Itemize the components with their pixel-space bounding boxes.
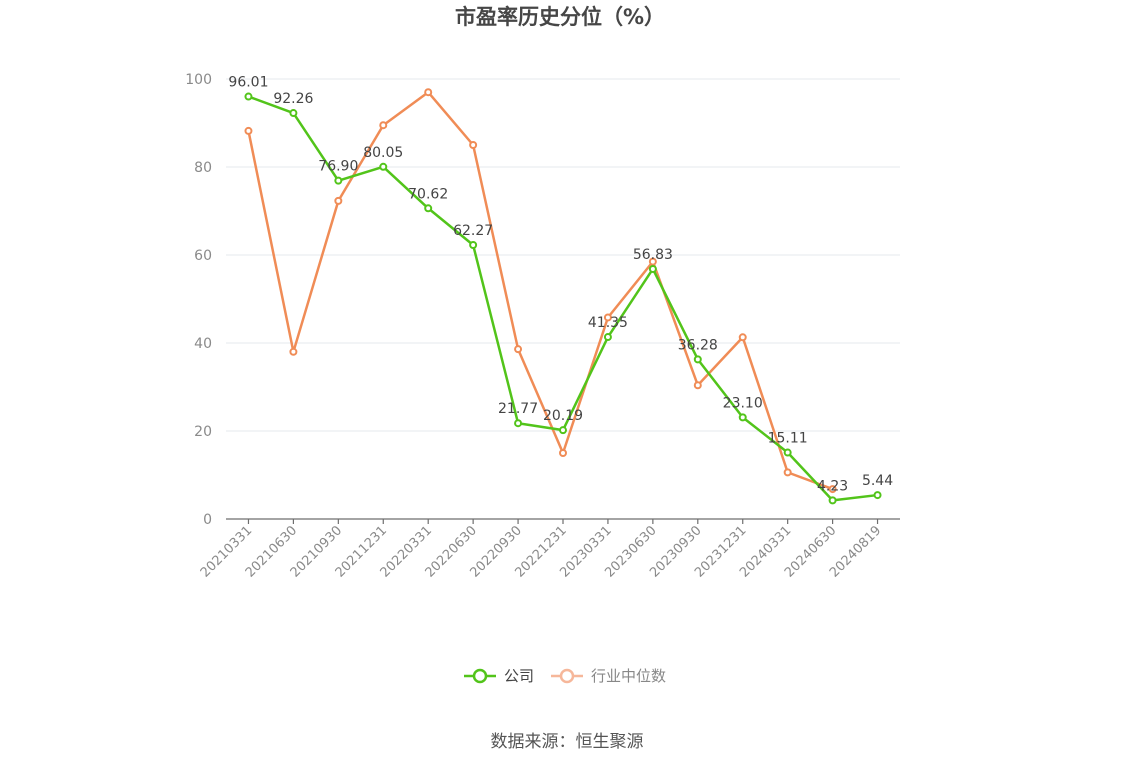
legend[interactable]: 公司 行业中位数 [464,667,666,685]
data-point[interactable] [424,88,433,97]
data-label: 4.23 [817,478,848,494]
data-point[interactable] [244,126,253,135]
data-label: 92.26 [273,91,313,107]
data-label: 70.62 [408,186,448,202]
data-point[interactable] [334,196,343,205]
y-axis: 0 20 40 60 80 100 [185,72,212,528]
data-label: 20.19 [543,408,583,424]
y-tick-label: 80 [194,160,212,176]
data-point[interactable] [559,426,567,435]
data-label: 23.10 [723,395,763,411]
x-axis: 2021033120210630202109302021123120220331… [198,518,900,581]
data-point[interactable] [469,241,478,250]
chart-title: 市盈率历史分位（%） [455,5,665,29]
data-point[interactable] [783,448,792,457]
legend-label-company: 公司 [504,667,534,685]
data-label: 56.83 [633,247,673,263]
data-label: 62.27 [453,223,493,239]
data-label: 5.44 [862,473,893,489]
data-label: 76.90 [318,159,358,175]
data-point[interactable] [244,92,253,101]
data-point[interactable] [514,419,523,428]
y-tick-label: 60 [194,248,212,264]
data-point[interactable] [828,485,837,494]
y-tick-label: 0 [203,512,212,528]
legend-item-company[interactable]: 公司 [464,667,534,685]
data-point[interactable] [289,347,298,356]
legend-label-industry-median: 行业中位数 [591,667,666,685]
data-label: 96.01 [228,75,268,91]
data-point[interactable] [738,333,747,342]
data-label: 15.11 [768,431,808,447]
data-point[interactable] [379,121,388,130]
series-line [247,90,834,491]
legend-item-industry-median[interactable]: 行业中位数 [551,667,666,685]
data-point[interactable] [334,176,343,185]
y-tick-label: 40 [194,336,212,352]
data-point[interactable] [828,496,837,505]
data-point[interactable] [514,345,523,354]
y-tick-label: 20 [194,424,212,440]
series-lines [244,88,882,505]
data-label: 80.05 [363,145,403,161]
data-point[interactable] [603,313,612,322]
legend-marker-industry-median [559,668,575,684]
data-point[interactable] [424,204,433,213]
series-company [244,92,882,505]
data-label: 21.77 [498,401,538,417]
data-point[interactable] [379,162,388,171]
data-source: 数据来源：恒生聚源 [491,732,644,752]
data-point[interactable] [693,381,702,390]
data-point[interactable] [603,333,612,342]
grid-lines [226,78,900,432]
data-label: 36.28 [678,337,718,353]
y-tick-label: 100 [185,72,212,88]
legend-marker-company [472,668,488,684]
data-label: 41.35 [588,315,628,331]
data-point[interactable] [873,491,882,500]
series-industry-median [244,88,837,494]
data-point[interactable] [559,449,567,457]
data-point[interactable] [648,257,657,266]
data-point[interactable] [289,109,298,118]
data-labels: 96.01 92.26 76.90 80.05 70.62 62.27 21.77 20.19… [228,75,893,495]
data-point[interactable] [783,468,792,477]
data-point[interactable] [738,413,747,422]
data-point[interactable] [469,141,478,149]
data-point[interactable] [648,264,657,273]
data-point[interactable] [693,355,702,364]
